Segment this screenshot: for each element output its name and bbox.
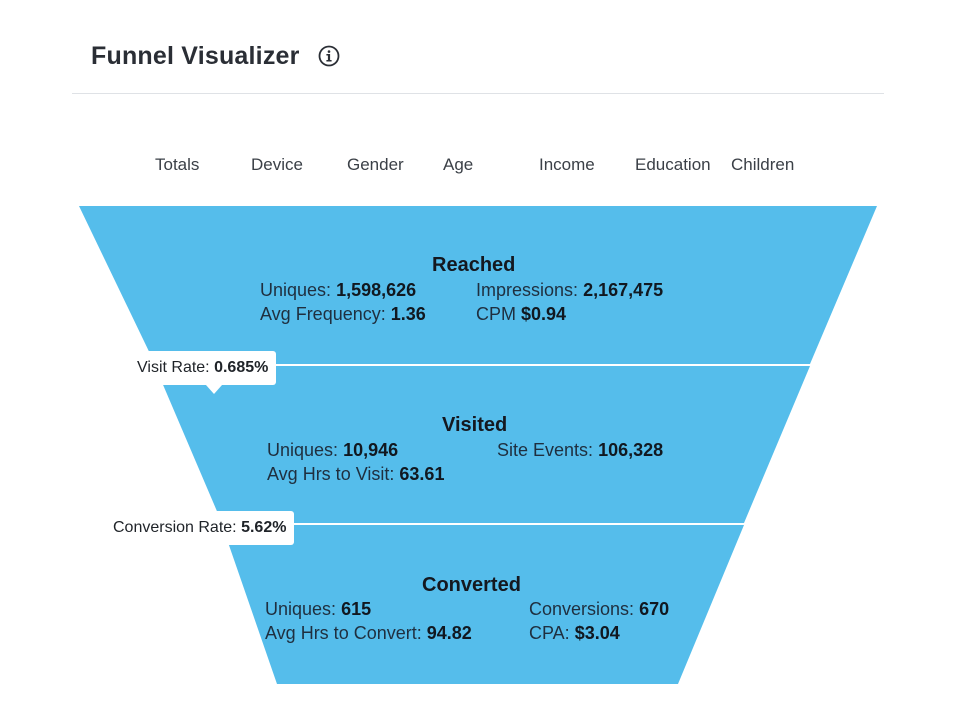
reached-impressions: Impressions: 2,167,475 bbox=[476, 280, 664, 300]
stage-title-converted: Converted bbox=[422, 574, 521, 596]
page-header: Funnel Visualizer bbox=[91, 36, 340, 76]
converted-uniques: Uniques: 615 bbox=[265, 599, 372, 619]
funnel-stage-converted-shape bbox=[222, 525, 744, 684]
converted-conversions: Conversions: 670 bbox=[529, 599, 670, 619]
tab-education[interactable]: Education bbox=[635, 155, 711, 174]
tab-children[interactable]: Children bbox=[731, 155, 795, 174]
tab-device[interactable]: Device bbox=[251, 155, 303, 174]
tab-gender[interactable]: Gender bbox=[347, 155, 404, 174]
visit-rate-tooltip: Visit Rate: 0.685% bbox=[129, 351, 277, 385]
stage-title-reached: Reached bbox=[432, 254, 516, 276]
visited-avg-hrs: Avg Hrs to Visit: 63.61 bbox=[267, 464, 445, 484]
stage-title-visited: Visited bbox=[442, 414, 508, 436]
funnel-stage-visited-shape bbox=[155, 366, 810, 523]
tab-income[interactable]: Income bbox=[539, 155, 595, 174]
reached-cpm: CPM $0.94 bbox=[476, 304, 567, 324]
converted-avg-hrs: Avg Hrs to Convert: 94.82 bbox=[265, 623, 472, 643]
reached-avg-frequency: Avg Frequency: 1.36 bbox=[260, 304, 426, 324]
visited-site-events: Site Events: 106,328 bbox=[497, 440, 664, 460]
tab-totals[interactable]: Totals bbox=[155, 155, 200, 174]
tab-age[interactable]: Age bbox=[443, 155, 474, 174]
reached-uniques: Uniques: 1,598,626 bbox=[260, 280, 417, 300]
visited-uniques: Uniques: 10,946 bbox=[267, 440, 399, 460]
visit-rate-tooltip-arrow bbox=[206, 385, 222, 394]
conversion-rate-tooltip: Conversion Rate: 5.62% bbox=[105, 511, 295, 545]
header-divider bbox=[72, 93, 884, 94]
info-circle-icon[interactable] bbox=[318, 45, 340, 67]
segment-tabs: Totals Device Gender Age Income Educatio… bbox=[0, 155, 969, 179]
page-title: Funnel Visualizer bbox=[91, 41, 300, 70]
funnel-stage-reached-shape bbox=[79, 206, 877, 364]
converted-cpa: CPA: $3.04 bbox=[529, 623, 620, 643]
